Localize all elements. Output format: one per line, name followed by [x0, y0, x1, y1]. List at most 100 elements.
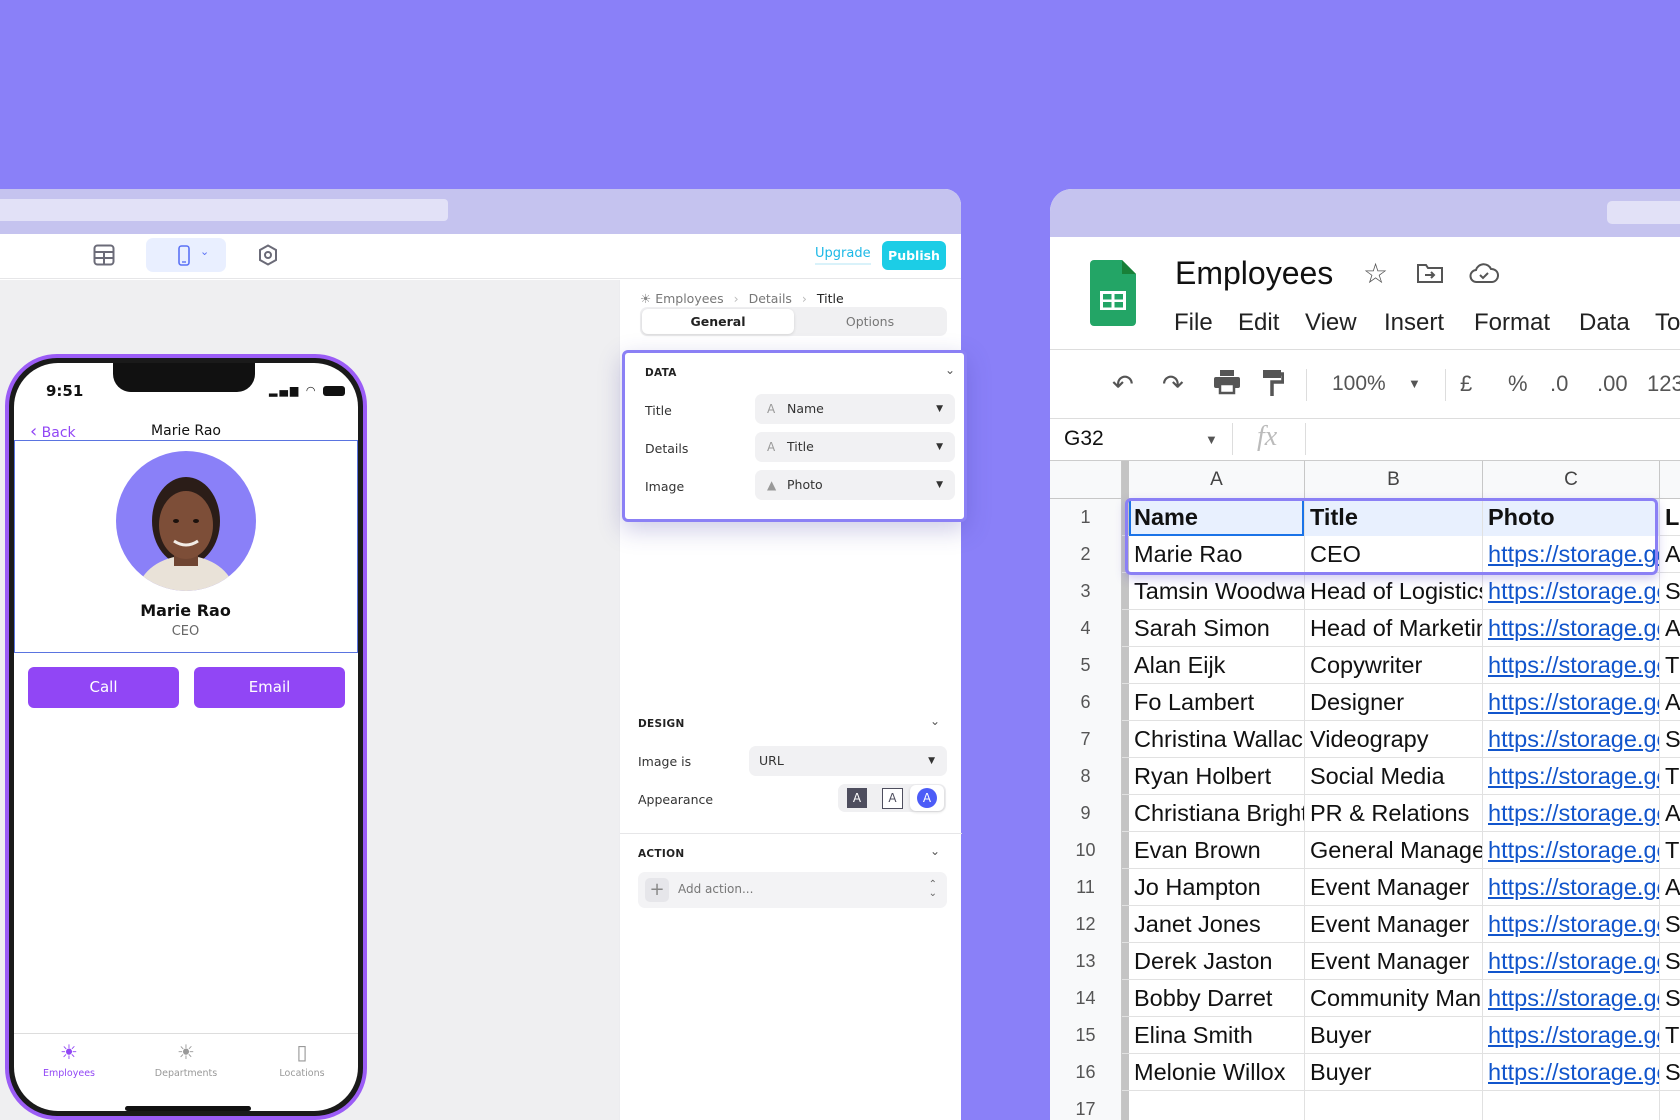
cell-title[interactable]: Event Manager — [1305, 943, 1483, 980]
cell-d[interactable] — [1660, 1091, 1680, 1120]
row-number[interactable]: 4 — [1050, 610, 1122, 647]
row-number[interactable]: 13 — [1050, 943, 1122, 980]
cell-d[interactable]: S — [1660, 906, 1680, 943]
caret-down-icon[interactable]: ▼ — [1408, 376, 1421, 391]
move-folder-icon[interactable] — [1416, 262, 1444, 289]
cell-photo[interactable]: https://storage.go — [1483, 869, 1660, 906]
column-header-c[interactable]: C — [1483, 461, 1660, 499]
cell-name[interactable]: Christiana Bright — [1129, 795, 1305, 832]
chevron-down-icon[interactable]: ⌄ — [945, 363, 956, 377]
document-title[interactable]: Employees — [1175, 255, 1334, 291]
cell-name[interactable]: Fo Lambert — [1129, 684, 1305, 721]
cell-d[interactable]: S — [1660, 1054, 1680, 1091]
cell-d[interactable]: T — [1660, 647, 1680, 684]
cell-photo[interactable]: https://storage.go — [1483, 684, 1660, 721]
cell-photo[interactable]: https://storage.go — [1483, 980, 1660, 1017]
cell-title[interactable]: Buyer — [1305, 1054, 1483, 1091]
gear-icon[interactable] — [258, 244, 278, 271]
row-number[interactable]: 15 — [1050, 1017, 1122, 1054]
cell-title[interactable] — [1305, 1091, 1483, 1120]
zoom-select[interactable]: 100% — [1332, 372, 1386, 395]
add-action-select[interactable]: + Add action... ⌃ ⌄ — [638, 872, 947, 908]
cell-photo[interactable]: https://storage.go — [1483, 832, 1660, 869]
cell-name[interactable] — [1129, 1091, 1305, 1120]
row-number[interactable]: 10 — [1050, 832, 1122, 869]
cell-name[interactable]: Evan Brown — [1129, 832, 1305, 869]
cell-name[interactable]: Christina Wallac — [1129, 721, 1305, 758]
cell-d[interactable]: A — [1660, 795, 1680, 832]
row-number[interactable]: 2 — [1050, 536, 1122, 573]
menu-data[interactable]: Data — [1579, 309, 1630, 336]
cell-name[interactable]: Ryan Holbert — [1129, 758, 1305, 795]
cell-name[interactable]: Jo Hampton — [1129, 869, 1305, 906]
cell-d[interactable]: S — [1660, 573, 1680, 610]
cell-name[interactable]: Marie Rao — [1129, 536, 1305, 573]
title-field-dropdown[interactable]: A Name ▼ — [755, 394, 955, 424]
cell-d[interactable]: S — [1660, 721, 1680, 758]
upgrade-link[interactable]: Upgrade — [815, 246, 871, 265]
tab-departments[interactable]: ☀ Departments — [131, 1040, 241, 1079]
cell-title[interactable]: Community Mana — [1305, 980, 1483, 1017]
row-number[interactable]: 12 — [1050, 906, 1122, 943]
image-field-dropdown[interactable]: ▲ Photo ▼ — [755, 470, 955, 500]
row-number[interactable]: 16 — [1050, 1054, 1122, 1091]
appearance-outline[interactable]: A — [882, 788, 903, 809]
paint-format-icon[interactable] — [1262, 369, 1285, 405]
cell-title[interactable]: Title — [1305, 499, 1483, 536]
device-preview-selector[interactable]: ⌄ — [146, 238, 226, 272]
cell-title[interactable]: PR & Relations — [1305, 795, 1483, 832]
cell-title[interactable]: Event Manager — [1305, 906, 1483, 943]
table-icon[interactable] — [93, 244, 115, 272]
cell-d[interactable]: S — [1660, 980, 1680, 1017]
cell-title[interactable]: Copywriter — [1305, 647, 1483, 684]
back-button[interactable]: ‹ Back — [30, 421, 76, 442]
cell-d[interactable]: T — [1660, 758, 1680, 795]
cloud-saved-icon[interactable] — [1469, 262, 1499, 289]
address-bar[interactable] — [1607, 201, 1680, 224]
tab-options[interactable]: Options — [845, 314, 895, 329]
row-number[interactable]: 11 — [1050, 869, 1122, 906]
star-icon[interactable]: ☆ — [1363, 258, 1389, 289]
chevron-down-icon[interactable]: ⌄ — [930, 844, 941, 858]
percent-button[interactable]: % — [1508, 371, 1528, 396]
cell-name[interactable]: Tamsin Woodwa — [1129, 573, 1305, 610]
cell-d[interactable]: T — [1660, 832, 1680, 869]
appearance-circle-option[interactable]: A — [910, 785, 944, 811]
column-header-a[interactable]: A — [1129, 461, 1305, 499]
row-number[interactable]: 3 — [1050, 573, 1122, 610]
cell-d[interactable]: A — [1660, 684, 1680, 721]
row-number[interactable]: 6 — [1050, 684, 1122, 721]
cell-name[interactable]: Name — [1129, 499, 1305, 536]
row-number[interactable]: 7 — [1050, 721, 1122, 758]
row-number[interactable]: 8 — [1050, 758, 1122, 795]
undo-icon[interactable]: ↶ — [1112, 369, 1134, 399]
menu-insert[interactable]: Insert — [1384, 309, 1445, 336]
breadcrumb-item[interactable]: Employees — [655, 291, 724, 306]
cell-photo[interactable]: https://storage.go — [1483, 758, 1660, 795]
cell-d[interactable]: L — [1660, 499, 1680, 536]
cell-title[interactable]: Videograpy — [1305, 721, 1483, 758]
menu-view[interactable]: View — [1305, 309, 1357, 336]
cell-d[interactable]: A — [1660, 869, 1680, 906]
print-icon[interactable] — [1213, 369, 1241, 403]
cell-title[interactable]: Social Media — [1305, 758, 1483, 795]
cell-name[interactable]: Elina Smith — [1129, 1017, 1305, 1054]
cell-name[interactable]: Alan Eijk — [1129, 647, 1305, 684]
cell-name[interactable]: Janet Jones — [1129, 906, 1305, 943]
column-header-b[interactable]: B — [1305, 461, 1483, 499]
cell-photo[interactable]: https://storage.go — [1483, 1054, 1660, 1091]
name-box[interactable]: G32 — [1064, 427, 1104, 450]
image-is-dropdown[interactable]: URL ▼ — [749, 746, 947, 776]
row-number[interactable]: 5 — [1050, 647, 1122, 684]
cell-photo[interactable] — [1483, 1091, 1660, 1120]
cell-grid[interactable]: A B C 1 Name Title Photo L 2 Marie Rao CEO https… — [1050, 461, 1680, 1120]
tab-locations[interactable]: ▯ Locations — [247, 1040, 357, 1079]
cell-photo[interactable]: Photo — [1483, 499, 1660, 536]
cell-photo[interactable]: https://storage.go — [1483, 610, 1660, 647]
cell-name[interactable]: Bobby Darret — [1129, 980, 1305, 1017]
corner-cell[interactable] — [1050, 461, 1122, 499]
appearance-filled[interactable]: A — [847, 788, 867, 808]
cell-title[interactable]: General Manage — [1305, 832, 1483, 869]
cell-name[interactable]: Sarah Simon — [1129, 610, 1305, 647]
cell-photo[interactable]: https://storage.go — [1483, 721, 1660, 758]
